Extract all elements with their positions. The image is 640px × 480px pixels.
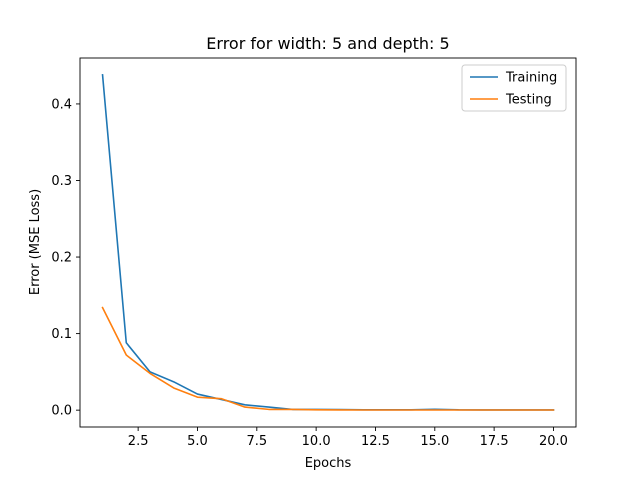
y-tick-label: 0.2 [51,251,72,266]
x-tick-label: 7.5 [246,434,267,449]
y-axis-label: Error (MSE Loss) [28,189,43,295]
x-tick-label: 20.0 [539,434,568,449]
axes-frame [79,57,577,428]
legend-label-training: Training [505,71,557,86]
chart-title: Error for width: 5 and depth: 5 [206,34,449,53]
series-line-testing [101,306,555,411]
legend-label-testing: Testing [505,93,552,108]
y-tick-label: 0.0 [51,404,72,419]
x-tick-label: 15.0 [420,434,449,449]
x-tick-label: 5.0 [187,434,208,449]
y-tick-label: 0.3 [51,174,72,189]
y-tick-label: 0.1 [51,327,72,342]
plot-area: 2.5 5.0 7.5 10.0 12.5 15.0 17.5 20.0 0.0 0.1 0.2 0.… [51,57,577,449]
x-tick-label: 12.5 [361,434,390,449]
x-axis-label: Epochs [305,456,352,471]
y-tick-label: 0.4 [51,97,72,112]
x-tick-label: 10.0 [302,434,331,449]
x-tick-label: 17.5 [480,434,509,449]
x-tick-label: 2.5 [128,434,149,449]
